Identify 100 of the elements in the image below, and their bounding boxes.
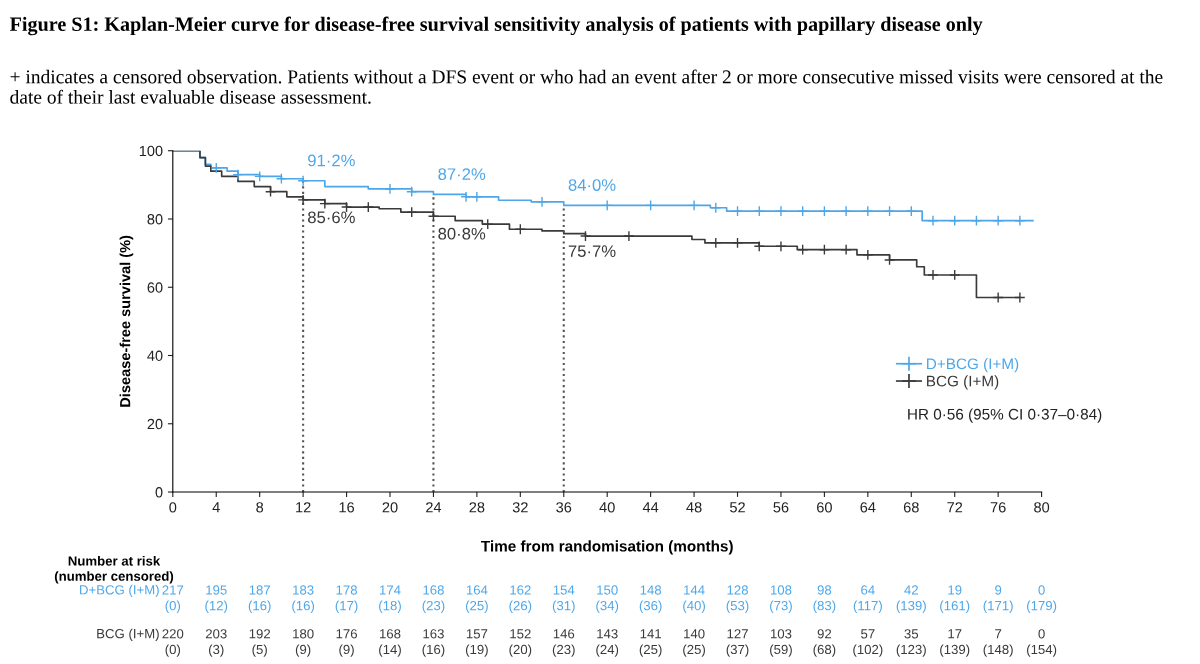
text: Number at risk (number censored) xyxy=(54,555,174,584)
point xyxy=(927,215,939,227)
point xyxy=(905,205,917,217)
point xyxy=(992,215,1004,227)
point xyxy=(992,291,1004,304)
text: 178 (17) xyxy=(335,585,358,613)
chart-subtitle: + indicates a censored observation. Patients without a DFS event or who had an event after 2 or more consecutive missed visits were censored at the date of their last evaluable disease assessment. xyxy=(10,69,1163,104)
text: 98 (83) xyxy=(813,585,836,613)
point xyxy=(710,237,722,249)
text: 150 (34) xyxy=(596,585,619,613)
point xyxy=(275,173,288,185)
point xyxy=(840,244,852,256)
text: 174 (18) xyxy=(379,585,401,613)
text: 103 (59) xyxy=(770,629,792,657)
point xyxy=(862,205,874,217)
point xyxy=(970,215,983,227)
legend-label: BCG (I+M) xyxy=(927,375,999,390)
text: 176 (9) xyxy=(336,629,357,657)
point xyxy=(514,223,526,235)
point xyxy=(471,191,483,203)
x-tick-label: 32 xyxy=(512,502,528,513)
x-tick-label: 76 xyxy=(990,502,1006,513)
annotation: 80·8% xyxy=(438,227,486,240)
text: 42 (139) xyxy=(896,585,926,613)
point xyxy=(579,230,592,242)
x-tick-label: 52 xyxy=(729,502,745,513)
point xyxy=(949,215,961,227)
x-tick-label: 72 xyxy=(947,502,963,513)
text: 162 (26) xyxy=(509,585,532,613)
text: 17 (139) xyxy=(940,629,970,657)
point xyxy=(862,249,874,261)
point xyxy=(406,206,418,218)
text: 217 (0) xyxy=(162,585,184,613)
x-tick-label: 44 xyxy=(642,502,659,513)
point xyxy=(297,194,309,206)
text: 127 (37) xyxy=(726,629,749,657)
x-tick-label: 24 xyxy=(426,502,442,513)
x-tick-label: 80 xyxy=(1034,502,1050,513)
point xyxy=(384,183,396,195)
text: 187 (16) xyxy=(248,585,271,613)
text: 154 (31) xyxy=(552,585,575,613)
text: 192 (5) xyxy=(249,629,271,657)
x-tick-label: 64 xyxy=(860,502,876,513)
text: 220 (0) xyxy=(162,629,184,657)
text: 163 (16) xyxy=(422,629,445,657)
point xyxy=(688,199,700,211)
point xyxy=(883,205,896,217)
x-tick-label: 28 xyxy=(469,502,485,513)
chart-title: Figure S1: Kaplan-Meier curve for disease-free survival sensitivity analysis of patients with papillary disease only xyxy=(9,16,983,36)
text: 0 (154) xyxy=(1027,629,1057,657)
text: 0 (179) xyxy=(1027,585,1057,613)
point xyxy=(818,205,831,217)
y-tick-label: 60 xyxy=(147,282,163,293)
annotation: 85·6% xyxy=(308,211,355,224)
x-tick-label: 60 xyxy=(817,502,832,513)
point xyxy=(753,240,765,252)
x-tick-label: 8 xyxy=(256,502,264,513)
x-tick-label: 36 xyxy=(556,502,572,513)
point xyxy=(927,269,939,281)
point xyxy=(883,254,896,266)
text: 92 (68) xyxy=(813,629,836,657)
text: 35 (123) xyxy=(896,629,926,657)
point xyxy=(427,210,440,222)
text: 141 (25) xyxy=(639,629,662,657)
point xyxy=(710,202,722,214)
point xyxy=(797,205,809,217)
annotation: 91·2% xyxy=(308,154,355,167)
text: 128 (53) xyxy=(726,585,749,613)
y-tick-label: 0 xyxy=(155,487,163,498)
text: 180 (9) xyxy=(293,629,314,657)
point xyxy=(731,237,744,249)
x-tick-label: 56 xyxy=(773,502,789,513)
text: 143 (24) xyxy=(596,629,619,657)
point xyxy=(775,240,787,252)
point xyxy=(797,244,809,256)
text: 195 (12) xyxy=(205,585,228,613)
y-tick-label: 100 xyxy=(139,145,163,157)
text: 108 (73) xyxy=(770,585,792,613)
text: 183 (16) xyxy=(292,585,315,613)
point xyxy=(536,196,548,208)
point xyxy=(731,205,744,217)
point xyxy=(232,169,244,181)
point xyxy=(297,175,309,187)
y-tick-label: 40 xyxy=(147,350,163,361)
x-tick-label: 16 xyxy=(339,502,355,513)
text: 152 (20) xyxy=(509,629,532,657)
point xyxy=(818,244,831,256)
point xyxy=(460,191,472,203)
text: 168 (14) xyxy=(379,629,401,657)
point xyxy=(775,205,787,217)
text: 7 (148) xyxy=(983,629,1013,657)
text: 146 (23) xyxy=(552,629,575,657)
x-tick-label: 0 xyxy=(169,502,177,513)
annotation: HR 0·56 (95% CI 0·37–0·84) xyxy=(908,408,1102,423)
point xyxy=(264,186,277,198)
text: 157 (19) xyxy=(465,629,488,657)
text: D+BCG (I+M) xyxy=(80,584,159,598)
y-tick-label: 80 xyxy=(147,214,163,225)
x-tick-label: 48 xyxy=(686,502,702,513)
point xyxy=(645,199,657,211)
